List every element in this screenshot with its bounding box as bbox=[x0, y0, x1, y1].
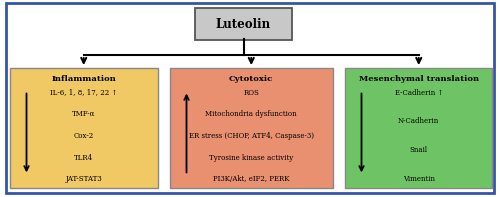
Text: Luteolin: Luteolin bbox=[216, 18, 271, 31]
Text: JAT-STAT3: JAT-STAT3 bbox=[66, 175, 102, 183]
Text: Tyrosine kinase activity: Tyrosine kinase activity bbox=[209, 154, 294, 162]
Text: E-Cadherin ↑: E-Cadherin ↑ bbox=[394, 89, 443, 97]
Text: Cytotoxic: Cytotoxic bbox=[229, 75, 274, 83]
Text: Mitochondria dysfunction: Mitochondria dysfunction bbox=[206, 110, 297, 118]
Text: Mesenchymal translation: Mesenchymal translation bbox=[358, 75, 479, 83]
Text: TMF-α: TMF-α bbox=[72, 110, 96, 118]
Text: ER stress (CHOP, ATF4, Caspase-3): ER stress (CHOP, ATF4, Caspase-3) bbox=[188, 132, 314, 140]
Text: Vimentin: Vimentin bbox=[402, 175, 434, 183]
Text: Snail: Snail bbox=[410, 146, 428, 154]
FancyBboxPatch shape bbox=[345, 68, 492, 188]
Text: Inflammation: Inflammation bbox=[52, 75, 116, 83]
Text: N-Cadherin: N-Cadherin bbox=[398, 117, 440, 125]
Text: Cox-2: Cox-2 bbox=[74, 132, 94, 140]
Text: ROS: ROS bbox=[244, 89, 259, 97]
Text: IL-6, 1, 8, 17, 22 ↑: IL-6, 1, 8, 17, 22 ↑ bbox=[50, 89, 117, 97]
FancyBboxPatch shape bbox=[10, 68, 158, 188]
Text: PI3K/Akt, eIF2, PERK: PI3K/Akt, eIF2, PERK bbox=[213, 175, 290, 183]
FancyBboxPatch shape bbox=[170, 68, 332, 188]
Text: TLR4: TLR4 bbox=[74, 154, 94, 162]
FancyBboxPatch shape bbox=[194, 8, 292, 40]
